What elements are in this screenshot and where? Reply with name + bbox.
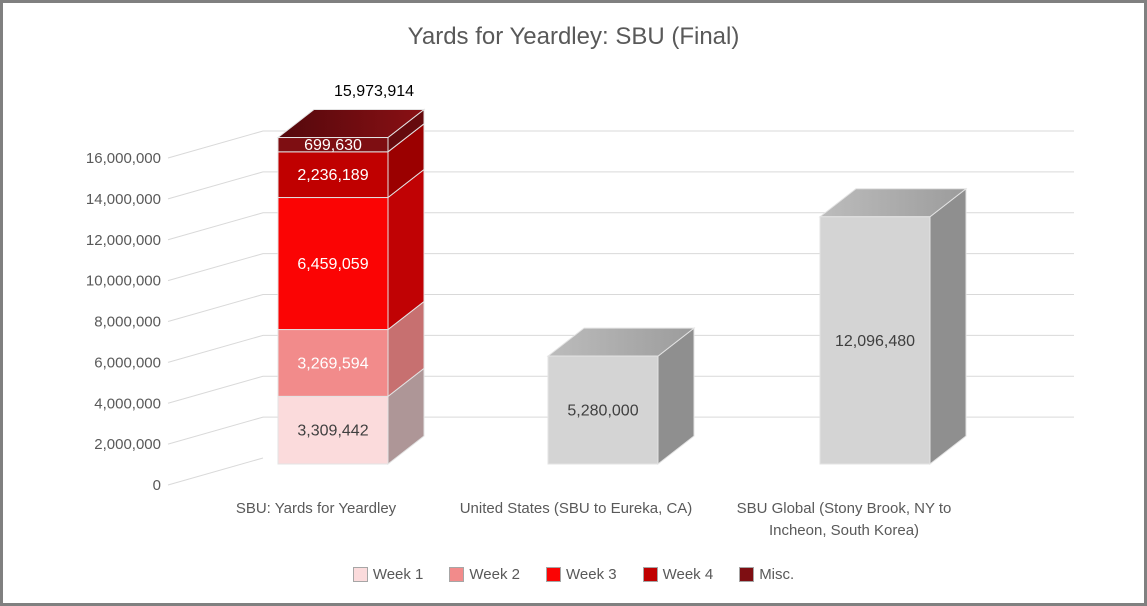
bar-2: 5,280,000 [546,327,696,466]
bar-segment-week-3 [277,197,389,331]
data-label: 3,309,442 [297,423,368,440]
gridlines [167,130,1074,486]
gridline [167,212,1074,241]
bar-3: 12,096,480 [818,187,968,466]
y-tick-label: 2,000,000 [94,436,161,453]
gridline [167,294,1074,322]
data-label: 3,269,594 [297,355,368,372]
y-axis: 0 2,000,000 4,000,000 6,000,000 8,000,000 10,… [86,150,161,494]
gridline [167,457,264,486]
bar-front-face [819,216,931,465]
gridline [167,334,1074,363]
y-tick-label: 14,000,000 [86,191,161,208]
legend-label: Misc. [759,566,795,583]
legend-item-week-1: Week 1 [352,566,424,583]
gridline [167,253,1074,282]
bar-side-face [929,187,967,466]
data-label: 699,630 [304,137,362,154]
gridline [167,375,1074,404]
legend-swatch-week-2 [449,567,465,582]
data-label: 5,280,000 [567,403,638,420]
gridline [167,171,1074,200]
legend-item-week-2: Week 2 [449,566,520,583]
data-label: 2,236,189 [297,167,368,184]
legend-swatch-week-4 [642,567,658,582]
bar-1: 3,309,442 3,269,594 6,459,059 2,236,189 699,… [276,83,426,466]
y-tick-label: 8,000,000 [94,314,161,331]
x-category-label: United States (SBU to Eureka, CA) [460,500,693,517]
y-tick-label: 6,000,000 [94,354,161,371]
y-tick-label: 16,000,000 [86,150,161,167]
data-label: 6,459,059 [297,256,368,273]
legend-item-week-3: Week 3 [546,566,617,583]
gridline [167,130,1074,159]
bar-segment-week-4 [277,151,389,199]
legend-label: Week 2 [469,566,520,583]
data-label: 12,096,480 [835,333,915,350]
legend-item-week-4: Week 4 [642,566,714,583]
chart-title: Yards for Yeardley: SBU (Final) [407,23,740,50]
x-category-label: SBU: Yards for Yeardley [236,500,397,517]
y-tick-label: 12,000,000 [86,232,161,249]
x-category-label: Incheon, South Korea) [769,522,919,539]
legend-swatch-misc [739,567,755,582]
total-data-label: 15,973,914 [334,83,414,100]
legend-label: Week 1 [372,566,424,583]
legend: Week 1 Week 2 Week 3 Week 4 Misc. [3,566,1144,583]
legend-label: Week 3 [566,566,617,583]
legend-swatch-week-3 [546,567,561,582]
plot-area: 0 2,000,000 4,000,000 6,000,000 8,000,000 10,… [86,83,1074,539]
x-category-label: SBU Global (Stony Brook, NY to [737,500,952,517]
legend-item-misc: Misc. [739,566,794,583]
legend-swatch-week-1 [352,567,368,582]
y-tick-label: 10,000,000 [86,273,161,290]
gridline [167,416,1074,445]
y-tick-label: 0 [153,477,161,494]
legend-label: Week 4 [662,566,714,583]
bar-segment-week-2 [277,329,389,397]
bar-front-face [547,355,659,465]
bar-segment-misc- [277,137,389,153]
y-tick-label: 4,000,000 [94,395,161,412]
